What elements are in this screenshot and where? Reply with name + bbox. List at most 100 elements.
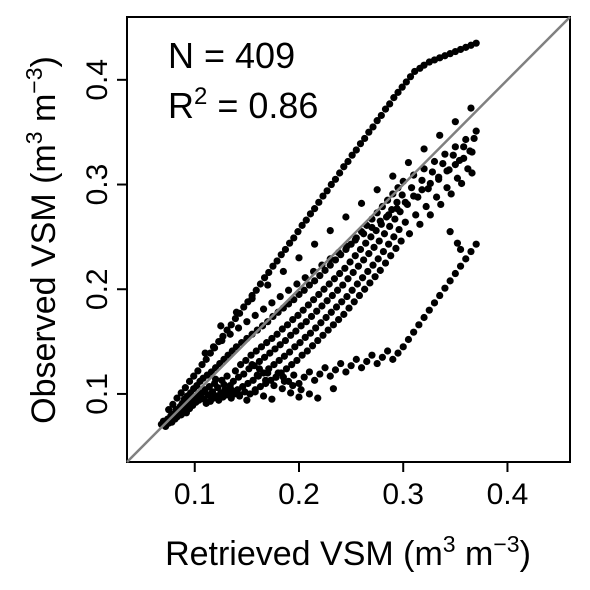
y-tick-label: 0.2 (81, 268, 114, 310)
data-point (374, 255, 382, 263)
data-point (418, 176, 426, 184)
data-point (472, 39, 480, 47)
data-point (407, 184, 416, 192)
data-point (369, 261, 377, 269)
data-point (468, 169, 476, 177)
r2-value: = 0.86 (207, 85, 318, 126)
data-point (251, 311, 259, 320)
data-point (314, 336, 322, 345)
data-point (453, 174, 462, 182)
x-tick-label: 0.1 (174, 478, 216, 511)
data-point (177, 389, 185, 397)
data-point (290, 371, 298, 379)
data-point (329, 385, 337, 393)
data-point (366, 279, 374, 287)
data-point (352, 355, 360, 363)
data-point (358, 274, 367, 282)
data-point (270, 361, 278, 369)
data-point (277, 251, 285, 259)
data-point (272, 373, 280, 381)
data-point (373, 186, 381, 194)
data-point (393, 198, 401, 206)
data-point (286, 348, 294, 356)
data-point (344, 157, 352, 166)
data-point (311, 376, 319, 384)
data-point (390, 233, 398, 241)
data-point (363, 357, 371, 366)
r2-annotation: R2 = 0.86 (168, 83, 318, 126)
data-point (379, 247, 388, 256)
data-point (237, 361, 245, 369)
data-point (306, 210, 315, 218)
data-point (260, 274, 269, 282)
data-point (227, 321, 235, 329)
data-point (456, 262, 465, 270)
data-point (300, 373, 308, 381)
data-point (234, 324, 243, 332)
x-tick-label: 0.3 (382, 478, 424, 511)
data-point (240, 370, 248, 378)
data-point (385, 240, 393, 248)
data-point (294, 311, 302, 320)
data-point (259, 305, 268, 313)
data-point (311, 277, 319, 285)
data-point (441, 150, 449, 158)
data-point (394, 349, 402, 357)
data-point (377, 111, 385, 120)
n-annotation: N = 409 (168, 35, 295, 76)
data-point (265, 268, 273, 277)
data-point (472, 127, 480, 135)
data-point (169, 400, 177, 409)
data-point (295, 393, 303, 401)
data-point (308, 342, 317, 350)
data-point (263, 339, 271, 347)
data-point (446, 277, 454, 285)
data-point (393, 205, 401, 213)
data-point (299, 306, 307, 314)
data-point (251, 388, 259, 396)
data-point (307, 312, 316, 321)
data-point (380, 230, 389, 238)
data-point (255, 357, 263, 366)
data-point (252, 286, 260, 294)
data-point (324, 326, 332, 334)
data-point (389, 172, 397, 180)
data-point (300, 286, 308, 294)
data-point (321, 266, 329, 274)
data-point (325, 280, 333, 288)
data-point (268, 299, 276, 307)
data-point (298, 221, 306, 229)
data-point (198, 361, 206, 369)
data-point (391, 215, 399, 223)
data-point (190, 372, 198, 380)
data-point (259, 392, 268, 400)
data-point (369, 123, 377, 131)
y-label-text: Observed VSM (m (25, 144, 63, 424)
data-point (316, 272, 324, 280)
data-point (268, 334, 276, 343)
data-point (467, 104, 475, 112)
data-point (342, 368, 350, 376)
data-point (350, 298, 358, 306)
data-point (420, 145, 428, 153)
data-point (249, 376, 257, 384)
data-point (266, 349, 274, 357)
data-point (386, 222, 394, 231)
data-point (305, 368, 314, 376)
data-point (347, 362, 355, 370)
data-point (278, 325, 286, 333)
data-point (360, 230, 368, 238)
data-point (435, 173, 443, 181)
data-point (231, 314, 240, 323)
data-point (247, 351, 255, 359)
data-point (344, 275, 352, 283)
x-axis-label: Retrieved VSM (m3 m−3) (165, 531, 531, 573)
data-point (288, 361, 296, 369)
data-point (297, 322, 305, 330)
data-point (202, 355, 210, 363)
data-point (402, 78, 410, 86)
data-point (255, 365, 263, 373)
data-point (329, 321, 337, 329)
data-point (351, 236, 359, 244)
data-point (234, 373, 243, 381)
